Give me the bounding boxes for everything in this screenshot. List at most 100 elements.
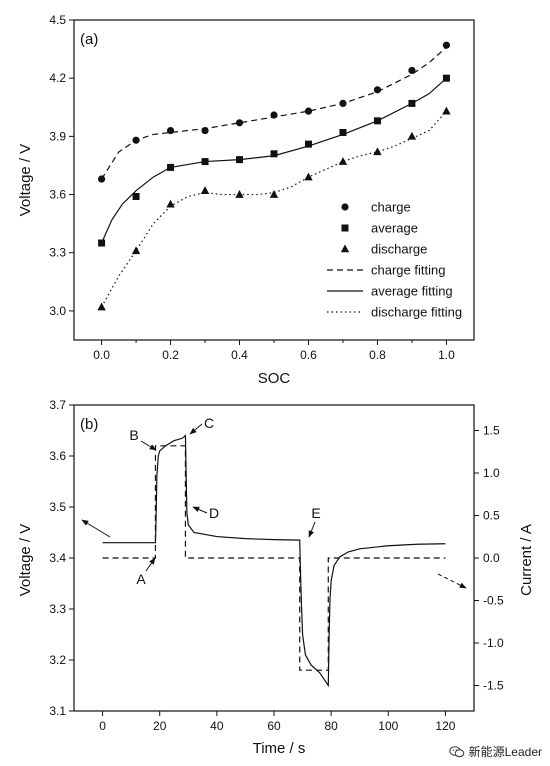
x-tick-label-a: 0.8 <box>369 348 386 362</box>
legend-a: charge average discharge charge fitting aver… <box>327 200 462 320</box>
y-tick-label-b: 3.7 <box>49 398 66 412</box>
y-tick-label-a: 3.3 <box>49 246 66 260</box>
y2-tick-label-b: 0.0 <box>483 551 500 565</box>
data-point-average <box>304 140 312 148</box>
data-point-discharge <box>235 190 244 198</box>
series-lines-b <box>102 434 446 688</box>
x-axis-a: 0.0 0.2 0.4 0.6 0.8 1.0 <box>93 340 455 362</box>
data-point-average <box>339 128 347 136</box>
annotation-label-d: D <box>209 505 219 521</box>
data-point-average <box>408 99 416 107</box>
panel-label-a: (a) <box>80 31 98 48</box>
data-point-average <box>236 156 244 164</box>
y-axis-label-a: Voltage / V <box>17 144 34 217</box>
y-tick-label-a: 3.9 <box>49 129 66 143</box>
annotation-arrow-d <box>192 506 208 514</box>
data-point-charge <box>408 66 416 75</box>
legend-label-discharge-fitting: discharge fitting <box>371 305 462 320</box>
y-tick-label-b: 3.5 <box>49 500 66 514</box>
current-line <box>102 445 446 671</box>
y2-tick-label-b: 1.5 <box>483 424 500 438</box>
y2-axis-label-b: Current / A <box>518 524 535 596</box>
data-point-discharge <box>200 186 210 194</box>
annotation-arrow-b <box>140 440 157 451</box>
data-point-average <box>201 158 209 166</box>
data-point-charge <box>235 119 244 127</box>
y2-tick-label-b: -1.5 <box>483 679 504 693</box>
y2-tick-label-b: 0.5 <box>483 509 500 523</box>
x-axis-b: 0 20 40 60 80 100 120 <box>99 711 456 733</box>
data-point-average <box>167 163 175 171</box>
data-point-charge <box>201 126 209 135</box>
y2-tick-label-b: 1.0 <box>483 466 500 480</box>
data-point-charge <box>132 136 140 144</box>
data-point-charge <box>304 107 313 115</box>
series-line-average-fitting <box>101 77 447 244</box>
annotation-arrow-c <box>189 423 203 435</box>
y-tick-label-b: 3.4 <box>49 551 66 565</box>
data-point-average <box>270 150 278 158</box>
data-point-discharge <box>166 199 175 208</box>
data-point-charge <box>339 99 347 107</box>
data-point-discharge <box>338 157 348 165</box>
voltage-line <box>102 434 446 688</box>
data-point-charge <box>270 111 278 119</box>
y-axis-a: 3.0 3.3 3.6 3.9 4.2 4.5 <box>49 13 74 318</box>
x-tick-label-a: 0.6 <box>300 348 317 362</box>
data-point-average <box>132 192 140 200</box>
x-tick-label-b: 20 <box>153 719 167 733</box>
x-tick-label-b: 100 <box>378 719 398 733</box>
data-point-discharge <box>442 106 451 115</box>
y2-tick-label-b: -0.5 <box>483 594 504 608</box>
y-tick-label-b: 3.1 <box>49 704 66 718</box>
x-axis-label-b: Time / s <box>253 740 306 757</box>
legend-label-charge: charge <box>371 200 411 215</box>
y-tick-label-a: 4.5 <box>49 13 66 27</box>
data-point-discharge <box>131 246 141 255</box>
x-tick-label-a: 0.2 <box>162 348 179 362</box>
data-point-charge <box>442 41 451 49</box>
wechat-icon <box>448 745 464 757</box>
x-tick-label-b: 0 <box>99 719 106 733</box>
data-points-a <box>97 41 451 311</box>
data-point-charge <box>373 86 382 94</box>
data-point-average <box>373 117 381 125</box>
x-axis-label-a: SOC <box>258 370 291 387</box>
chart-panel-a: (a) 3.0 3.3 3.6 3.9 4.2 4.5 0.0 0.2 0.4 0.6 0.8 1.… <box>17 13 475 387</box>
x-tick-label-b: 80 <box>324 719 338 733</box>
annotation-label-c: C <box>204 415 214 431</box>
left-axis-pointer-arrow <box>81 519 111 538</box>
legend-swatch-average <box>341 224 349 232</box>
y-tick-label-a: 3.0 <box>49 304 66 318</box>
legend-label-discharge: discharge <box>371 242 427 257</box>
chart-panel-b: (b) 3.1 3.2 3.3 3.4 3.5 3.6 3.7 -1.5 -1.0 -0.5 0.… <box>17 398 535 757</box>
legend-swatch-charge <box>341 203 349 211</box>
annotation-label-a: A <box>136 571 146 587</box>
data-point-average <box>442 74 450 82</box>
data-point-discharge <box>407 131 417 140</box>
annotation-arrow-a <box>145 557 156 572</box>
legend-label-average-fitting: average fitting <box>371 284 453 299</box>
legend-label-average: average <box>371 221 418 236</box>
x-tick-label-a: 1.0 <box>438 348 455 362</box>
annotation-label-b: B <box>129 427 138 443</box>
y-tick-label-b: 3.3 <box>49 602 66 616</box>
y-tick-label-b: 3.2 <box>49 653 66 667</box>
data-point-discharge <box>373 147 382 156</box>
panel-label-b: (b) <box>80 416 98 433</box>
y-tick-label-a: 4.2 <box>49 71 66 85</box>
y-axis-b: 3.1 3.2 3.3 3.4 3.5 3.6 3.7 <box>49 398 74 718</box>
annotation-arrow-e <box>308 521 316 538</box>
data-point-discharge <box>304 172 313 181</box>
x-tick-label-a: 0.4 <box>231 348 248 362</box>
data-point-discharge <box>269 190 279 198</box>
y-axis-label-b: Voltage / V <box>17 524 34 597</box>
data-point-charge <box>166 126 175 135</box>
right-axis-pointer-arrow <box>437 573 467 589</box>
y-tick-label-b: 3.6 <box>49 449 66 463</box>
x-tick-label-b: 120 <box>435 719 455 733</box>
data-point-average <box>98 239 106 247</box>
legend-label-charge-fitting: charge fitting <box>371 263 445 278</box>
legend-swatch-discharge <box>340 244 350 253</box>
